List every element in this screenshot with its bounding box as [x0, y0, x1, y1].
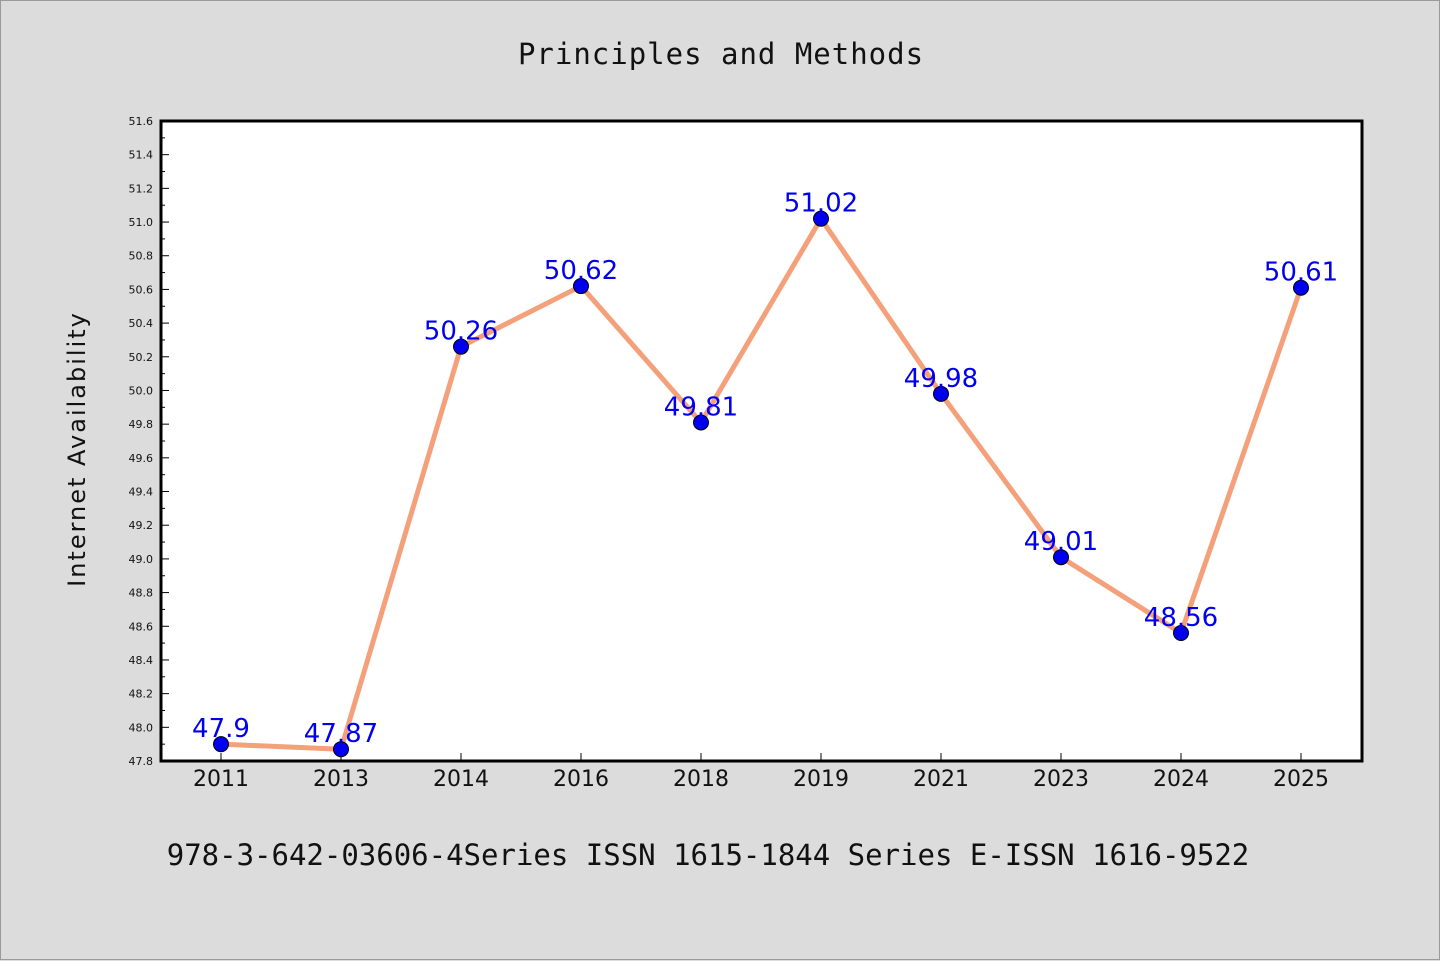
data-label: 50.61	[1264, 258, 1338, 288]
data-point	[693, 414, 709, 431]
y-tick-label: 49.6	[129, 452, 154, 465]
y-tick-label: 48.2	[129, 688, 154, 701]
data-label: 50.62	[544, 256, 618, 286]
data-point	[933, 385, 949, 402]
x-tick-label: 2011	[193, 767, 249, 792]
y-tick-label: 50.4	[129, 317, 154, 330]
y-tick-label: 49.8	[129, 418, 154, 431]
y-tick-label: 50.2	[129, 351, 154, 364]
data-label: 49.98	[904, 364, 978, 394]
x-tick-label: 2025	[1273, 767, 1329, 792]
plot-area	[159, 119, 1364, 763]
x-tick-label: 2018	[673, 767, 729, 792]
data-point	[213, 736, 229, 753]
y-tick-label: 49.2	[129, 519, 154, 532]
data-label: 51.02	[784, 189, 858, 219]
data-point	[573, 278, 589, 295]
y-tick-label: 51.4	[129, 149, 154, 162]
series-line	[218, 216, 1304, 752]
data-label: 50.26	[424, 317, 498, 347]
data-point	[1053, 549, 1069, 566]
caption-isbn: 978-3-642-03606-4Series ISSN 1615-1844 S…	[167, 838, 1250, 872]
x-tick-label: 2019	[793, 767, 849, 792]
data-point	[813, 210, 829, 227]
y-tick-label: 48.8	[129, 587, 154, 600]
y-tick-label: 48.0	[129, 721, 154, 734]
x-tick-label: 2023	[1033, 767, 1089, 792]
x-tick-label: 2024	[1153, 767, 1209, 792]
y-tick-label: 50.0	[129, 384, 154, 397]
chart-title: Principles and Methods	[518, 37, 924, 71]
x-tick-label: 2021	[913, 767, 969, 792]
y-tick-label: 48.4	[129, 654, 154, 667]
data-label: 49.81	[664, 392, 738, 422]
y-tick-label: 50.8	[129, 250, 154, 263]
x-tick-label: 2014	[433, 767, 489, 792]
x-tick-label: 2016	[553, 767, 609, 792]
data-label: 49.01	[1024, 527, 1098, 557]
y-tick-label: 51.2	[129, 182, 154, 195]
data-label: 47.87	[304, 719, 378, 749]
y-tick-label: 47.8	[129, 755, 154, 768]
y-tick-label: 50.6	[129, 283, 154, 296]
x-axis: 2011 2013 2014 2016 2018 2019 2021 2023 2024 2025	[193, 753, 1329, 792]
data-point	[1173, 625, 1189, 641]
y-tick-label: 49.0	[129, 553, 154, 566]
data-label: 47.9	[192, 714, 250, 744]
y-axis: 47.8 48.0 48.2 48.4 48.6 48.8 49.0 49.2 49.4 49.6…	[129, 115, 169, 768]
data-label: 48.56	[1144, 603, 1218, 633]
x-tick-label: 2013	[313, 767, 369, 792]
y-tick-label: 51.0	[129, 216, 154, 229]
y-tick-label: 49.4	[129, 486, 154, 499]
series-layer: 47.9 47.87 50.26 50.62 49.81 51.02 49.98 49.01 4…	[192, 189, 1338, 758]
y-tick-label: 48.6	[129, 620, 154, 633]
data-point	[333, 741, 349, 758]
data-point	[1293, 279, 1309, 296]
y-tick-label: 51.6	[129, 115, 154, 128]
y-axis-label: Internet Availability	[63, 311, 91, 587]
data-point	[453, 338, 469, 355]
